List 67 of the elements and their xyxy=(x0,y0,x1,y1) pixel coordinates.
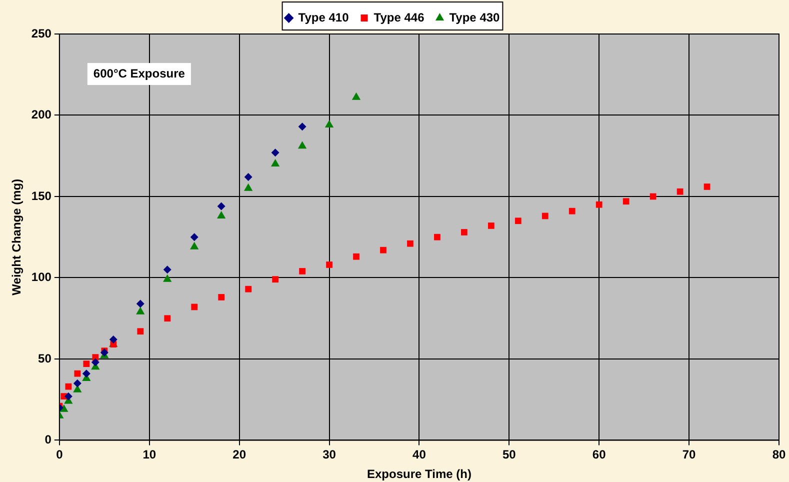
y-tick-label: 250 xyxy=(31,26,52,40)
point xyxy=(461,229,468,236)
point xyxy=(64,392,72,400)
point xyxy=(217,202,226,210)
y-axis-title: Weight Change (mg) xyxy=(10,178,24,296)
x-axis-title: Exposure Time (h) xyxy=(366,467,472,482)
point xyxy=(109,335,118,344)
x-tick-label: 0 xyxy=(56,448,64,462)
point xyxy=(244,172,252,181)
point xyxy=(353,253,360,260)
point xyxy=(137,328,144,335)
x-tick-label: 70 xyxy=(682,448,696,462)
point xyxy=(91,358,100,366)
point xyxy=(542,212,548,220)
point xyxy=(245,286,252,292)
point xyxy=(163,274,172,282)
point xyxy=(191,304,198,310)
point xyxy=(407,240,414,247)
y-tick-label: 50 xyxy=(38,351,52,366)
point xyxy=(190,242,199,250)
point xyxy=(163,266,172,274)
x-tick-label: 50 xyxy=(502,448,516,462)
x-tick-label: 10 xyxy=(142,448,156,462)
legend-label: Type 410 xyxy=(298,10,350,24)
point xyxy=(622,198,630,205)
point xyxy=(270,158,280,166)
point xyxy=(136,300,144,308)
annotation: 600°C Exposure xyxy=(93,66,186,80)
y-tick-label: 200 xyxy=(31,108,52,122)
y-tick-label: 0 xyxy=(44,432,52,447)
point xyxy=(244,183,253,191)
x-tick-label: 30 xyxy=(322,448,336,462)
y-tick-label: 150 xyxy=(31,188,52,203)
point xyxy=(164,315,171,322)
point xyxy=(216,210,226,218)
point xyxy=(298,141,307,149)
x-tick-label: 60 xyxy=(592,448,606,462)
point xyxy=(514,218,522,224)
point xyxy=(326,262,332,268)
point xyxy=(676,188,684,195)
point xyxy=(136,306,145,314)
point xyxy=(271,148,280,157)
point xyxy=(218,294,225,300)
point xyxy=(272,276,278,283)
point xyxy=(65,383,72,390)
y-tick-label: 100 xyxy=(31,270,52,284)
point xyxy=(596,201,602,208)
x-tick-label: 40 xyxy=(412,448,426,462)
point xyxy=(83,360,90,368)
legend-label: Type 446 xyxy=(374,10,425,24)
point xyxy=(324,120,334,128)
point xyxy=(190,233,198,242)
legend-label: Type 430 xyxy=(449,10,500,24)
point xyxy=(704,184,710,190)
point xyxy=(352,92,361,100)
point xyxy=(650,193,656,200)
point xyxy=(298,122,306,131)
point xyxy=(73,379,82,388)
x-tick-label: 20 xyxy=(232,448,246,462)
point xyxy=(488,222,494,229)
point xyxy=(380,246,386,254)
point xyxy=(74,370,81,377)
point xyxy=(568,208,576,214)
x-tick-label: 80 xyxy=(772,448,786,462)
point xyxy=(82,370,90,378)
point xyxy=(434,234,440,240)
point xyxy=(299,268,306,274)
